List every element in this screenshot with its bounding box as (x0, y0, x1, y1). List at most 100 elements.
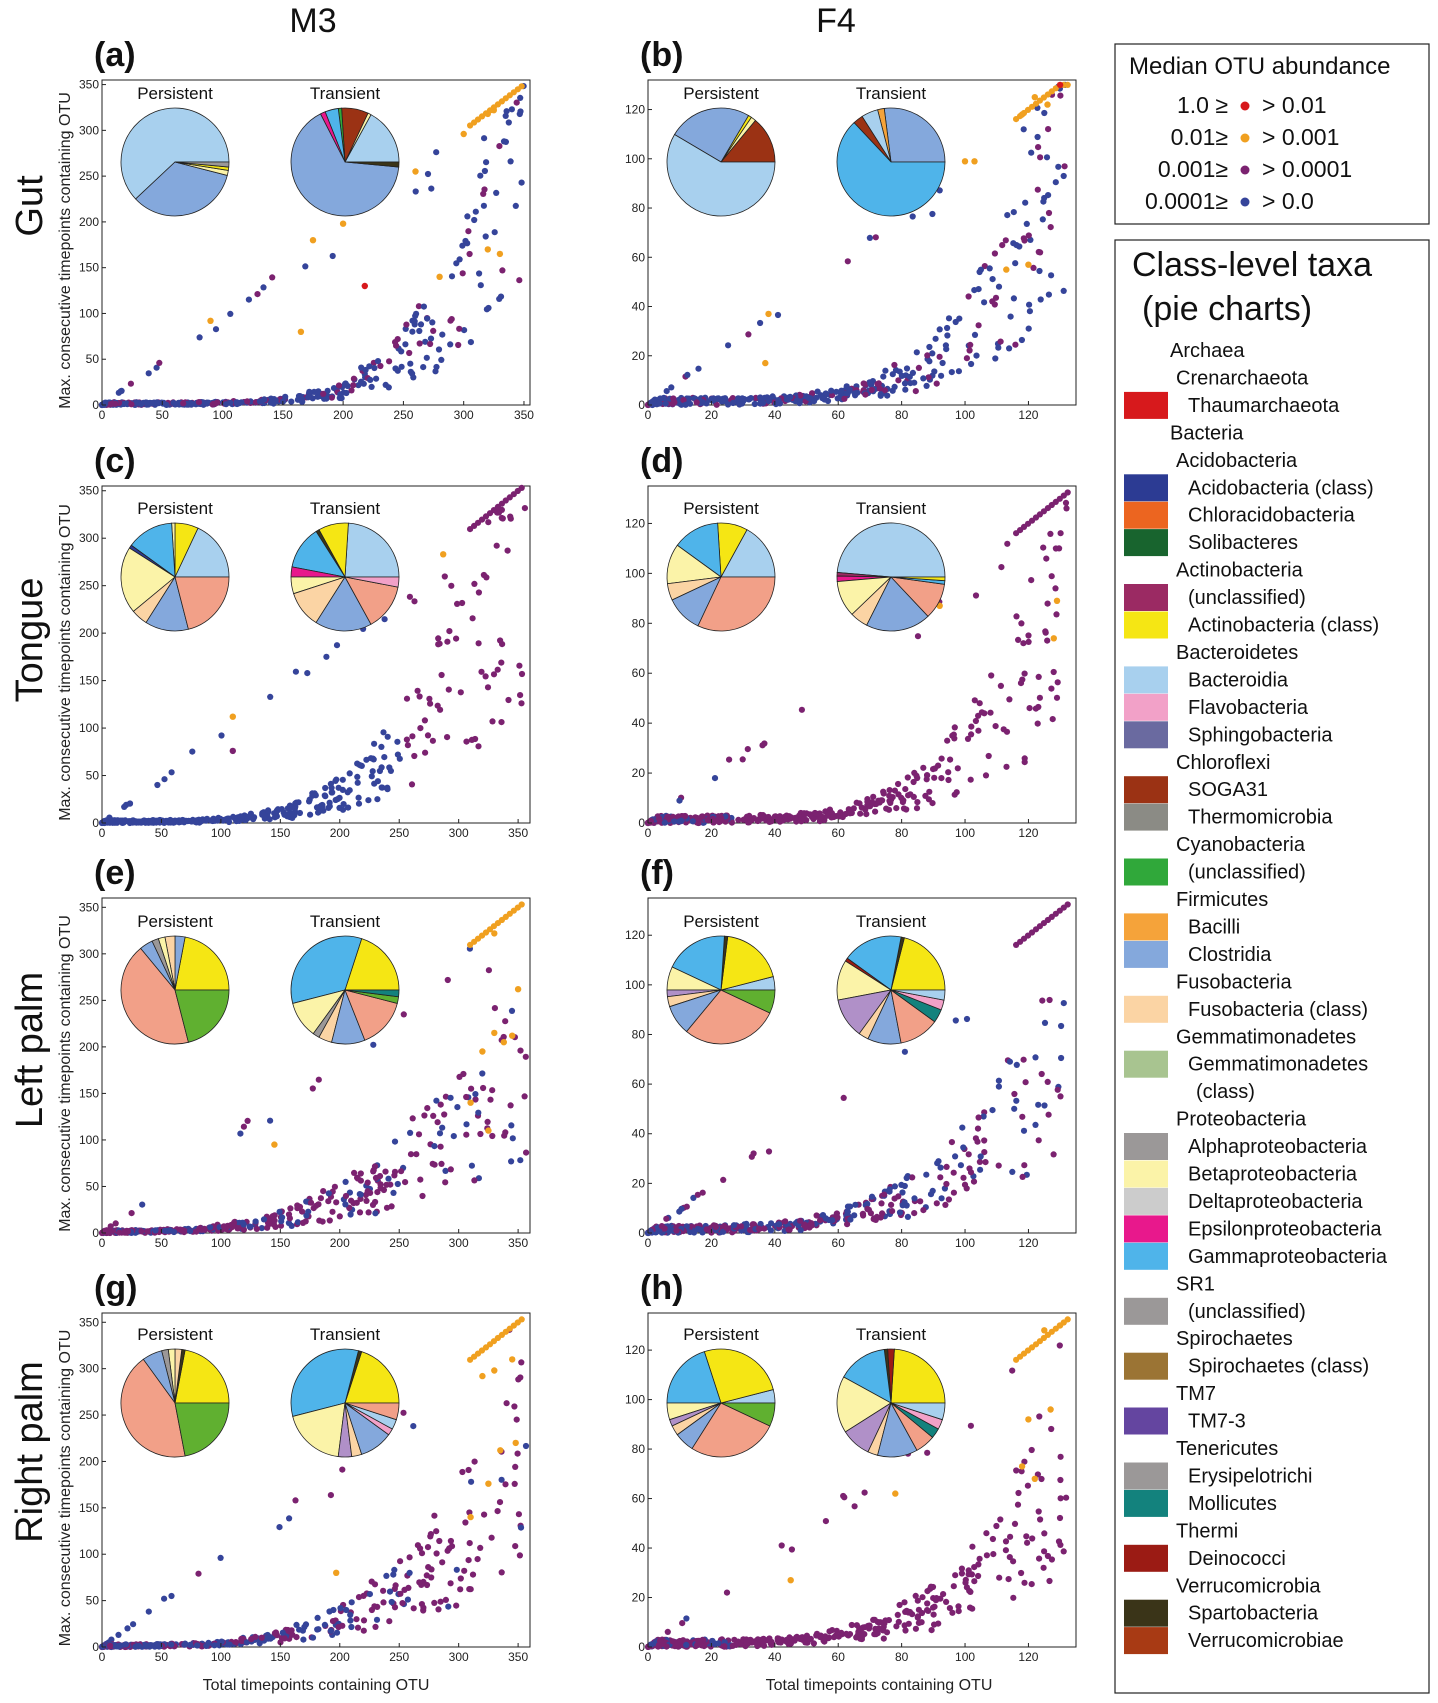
data-point (518, 1359, 525, 1366)
data-point (331, 1183, 338, 1190)
data-point (518, 179, 525, 186)
data-point (1040, 1564, 1047, 1571)
data-point (936, 326, 943, 333)
data-point (935, 1620, 942, 1627)
data-point (299, 1208, 306, 1215)
data-point (321, 395, 328, 402)
data-point (877, 1619, 884, 1626)
data-point (300, 1636, 307, 1643)
data-point (889, 371, 896, 378)
data-point (975, 1572, 982, 1580)
data-point (144, 1228, 151, 1235)
data-point (410, 1605, 417, 1612)
data-point (517, 1157, 524, 1164)
data-point (498, 719, 505, 726)
data-point (828, 387, 835, 394)
data-point (1056, 1514, 1064, 1522)
data-point (178, 817, 185, 824)
data-point (1035, 1101, 1042, 1108)
data-point (713, 401, 720, 408)
data-point (521, 505, 529, 512)
data-point (1061, 163, 1068, 170)
data-point (522, 1053, 529, 1060)
data-point (447, 341, 454, 348)
data-point (441, 573, 448, 580)
data-point (1037, 296, 1044, 303)
x-tick-label: 60 (832, 826, 846, 840)
data-point (377, 1181, 384, 1188)
data-point (355, 794, 362, 801)
data-point (822, 1518, 830, 1525)
data-point (356, 1209, 364, 1216)
data-point (674, 1640, 681, 1647)
data-point (1020, 1056, 1027, 1063)
data-point (270, 400, 277, 407)
data-point (834, 1214, 841, 1221)
data-point (286, 1215, 293, 1222)
x-tick-label: 250 (389, 1650, 409, 1664)
data-point (409, 370, 416, 377)
highlight-point (500, 1039, 507, 1046)
data-point (1057, 530, 1064, 537)
highlight-point (229, 713, 236, 720)
pie-slice (344, 1351, 400, 1404)
data-point (1022, 199, 1029, 206)
data-point (1021, 755, 1028, 762)
pie-slice (344, 1402, 400, 1421)
x-axis-label-m3: Total timepoints containing OTU (203, 1677, 430, 1694)
data-point (439, 1124, 446, 1131)
data-point (1037, 154, 1044, 161)
ticks-g: 0 50 100 150 200 250 300 3500501001502002503003… (79, 1315, 528, 1664)
data-point (445, 686, 452, 693)
data-point (990, 1551, 997, 1558)
taxon-label: (class) (1196, 1081, 1255, 1103)
data-point (459, 1468, 466, 1476)
data-point (348, 387, 355, 394)
points-f (644, 901, 1071, 1237)
data-point (980, 1113, 987, 1120)
data-point (661, 819, 668, 826)
highlight-point (467, 1513, 474, 1521)
data-point (334, 796, 341, 803)
data-point (235, 399, 242, 407)
data-point (1036, 1413, 1043, 1420)
pie-slice (697, 576, 776, 632)
data-point (676, 818, 683, 825)
data-point (1010, 1558, 1017, 1565)
data-point (465, 1557, 472, 1564)
x-tick-label: 100 (955, 826, 975, 840)
data-point (1035, 703, 1042, 711)
data-point (518, 83, 525, 90)
data-point (1060, 172, 1067, 180)
data-point (412, 188, 419, 195)
data-point (431, 1599, 438, 1606)
data-point (689, 818, 696, 825)
data-point (872, 234, 879, 241)
data-point (188, 401, 195, 408)
data-point (902, 786, 909, 793)
pie-label: Transient (856, 499, 927, 518)
data-point (864, 1205, 871, 1213)
data-point (302, 263, 309, 270)
data-point (906, 373, 913, 380)
data-point (507, 1102, 514, 1109)
data-point (490, 671, 498, 678)
data-point (741, 816, 748, 823)
data-point (962, 1579, 969, 1586)
data-point (442, 1179, 449, 1186)
highlight-point (1025, 261, 1032, 268)
data-point (212, 400, 219, 407)
data-point (226, 1641, 233, 1648)
data-point (1057, 1093, 1064, 1100)
data-point (671, 399, 678, 406)
data-point (499, 515, 506, 522)
x-tick-label: 40 (768, 826, 782, 840)
data-point (469, 615, 476, 622)
pie-slice (120, 547, 176, 612)
taxon-label: Thaumarchaeota (1188, 395, 1340, 417)
data-point (468, 1162, 475, 1169)
data-point (326, 1608, 333, 1615)
data-point (466, 1540, 473, 1547)
data-point (335, 382, 343, 389)
data-point (1002, 237, 1009, 244)
